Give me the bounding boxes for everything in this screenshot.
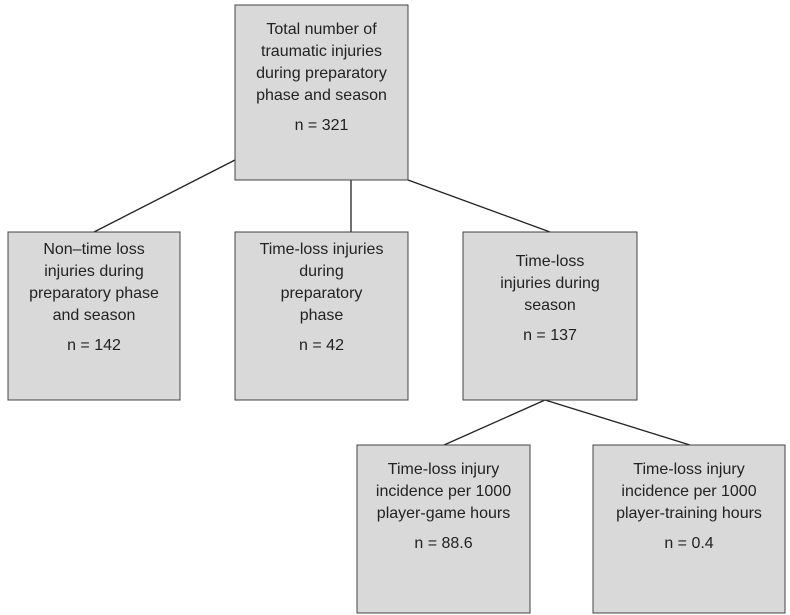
node-label: Non–time loss: [43, 241, 144, 258]
node-label: preparatory phase: [29, 285, 159, 302]
node-box: [7, 231, 181, 401]
node-label: incidence per 1000: [376, 483, 511, 500]
node-box: [356, 444, 531, 614]
node-label: and season: [53, 307, 136, 324]
connector: [443, 399, 546, 446]
node-count: n = 0.4: [664, 535, 713, 552]
node-label: Time-loss: [516, 253, 585, 270]
node-label: traumatic injuries: [261, 43, 382, 60]
node-label: player-game hours: [377, 505, 510, 522]
connector: [407, 179, 551, 233]
node-count: n = 88.6: [414, 535, 472, 552]
node-count: n = 142: [67, 337, 121, 354]
node-label: player-training hours: [616, 505, 762, 522]
node-box: [234, 231, 409, 401]
node-box: [234, 4, 409, 181]
node-label: incidence per 1000: [621, 483, 756, 500]
node-label: phase and season: [256, 87, 387, 104]
connector: [544, 399, 691, 446]
node-box: [462, 231, 638, 401]
node-label: during: [299, 263, 343, 280]
node-label: injuries during: [44, 263, 144, 280]
node-label: phase: [300, 307, 344, 324]
node-label: during preparatory: [256, 65, 387, 82]
node-count: n = 137: [523, 327, 577, 344]
node-label: Time-loss injury: [388, 461, 499, 478]
node-label: preparatory: [281, 285, 363, 302]
node-label: Total number of: [266, 21, 377, 38]
node-label: season: [524, 297, 576, 314]
node-label: Time-loss injury: [633, 461, 744, 478]
connector: [93, 159, 236, 233]
node-label: injuries during: [500, 275, 600, 292]
node-label: Time-loss injuries: [260, 241, 384, 258]
node-count: n = 42: [299, 337, 344, 354]
node-box: [592, 444, 786, 614]
node-count: n = 321: [295, 117, 349, 134]
